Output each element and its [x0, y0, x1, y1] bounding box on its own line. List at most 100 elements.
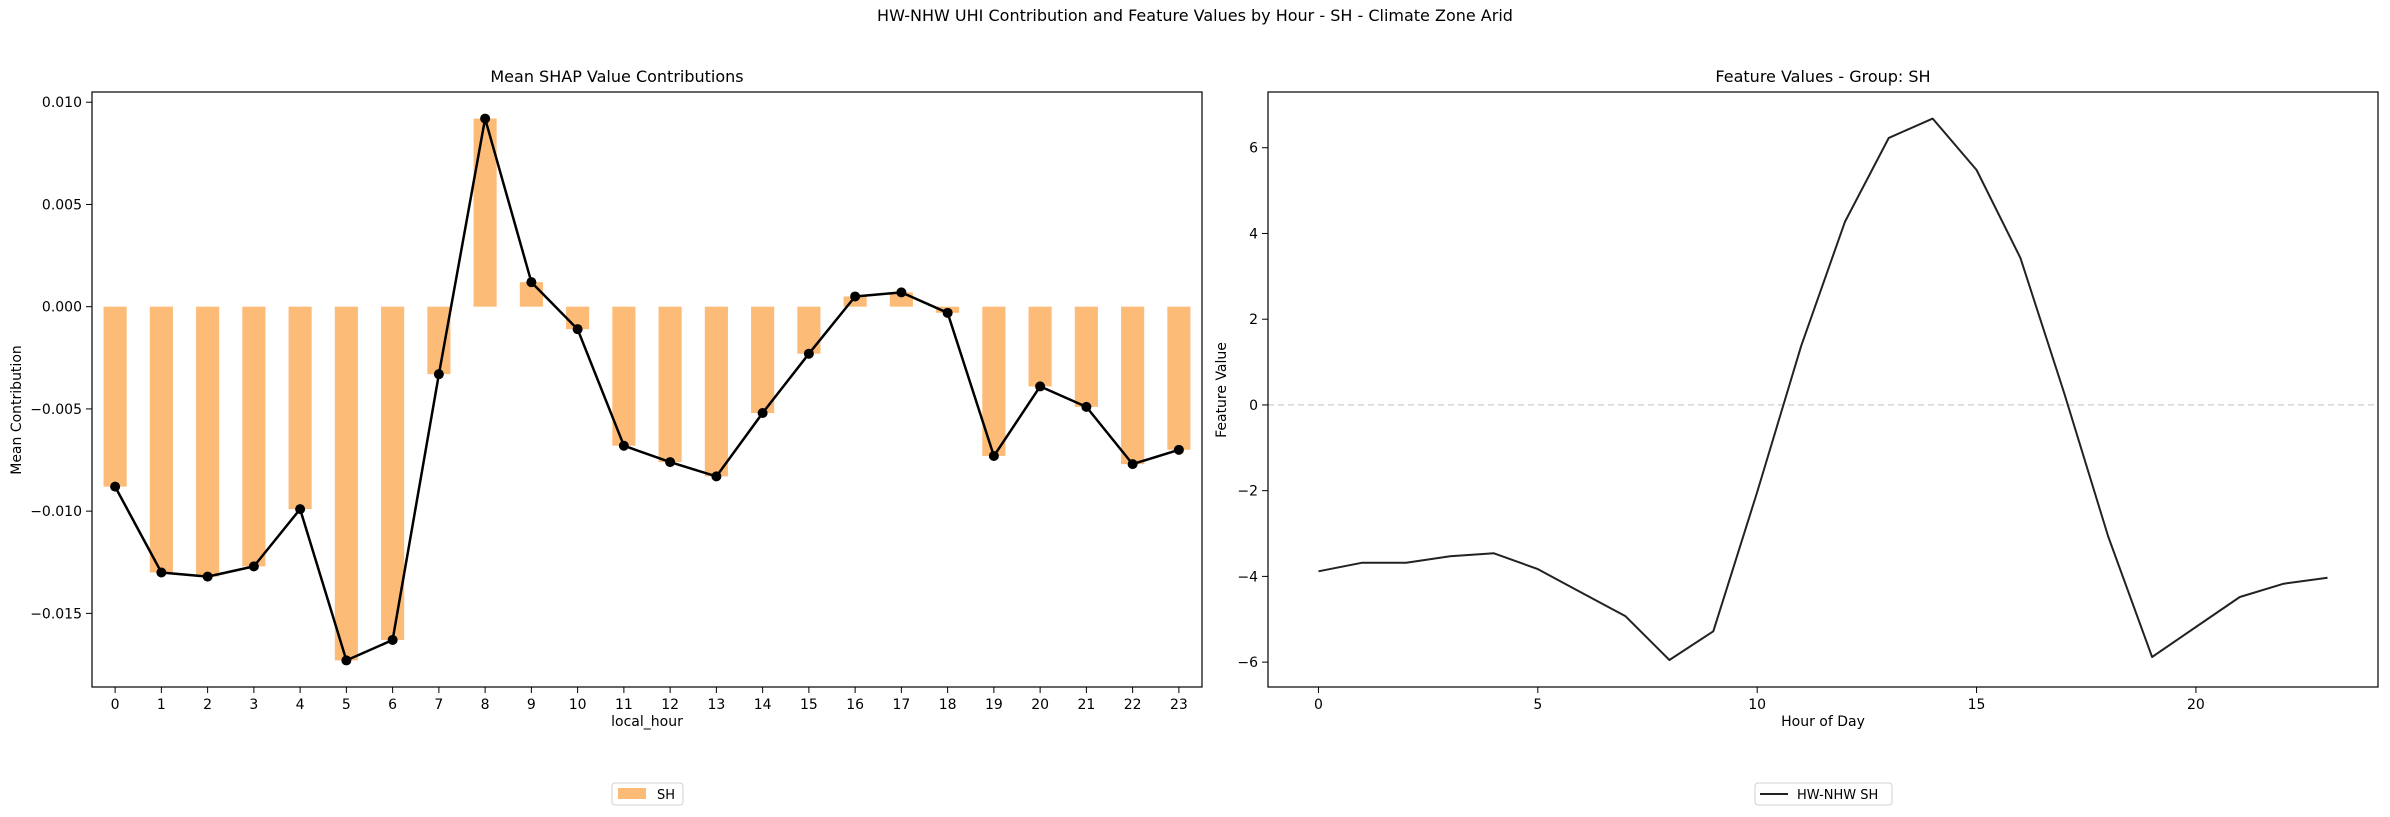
shap-bar-hour-5	[334, 306, 358, 661]
shap-bar-hour-19	[982, 306, 1006, 456]
shap-xtick-label: 9	[527, 697, 536, 713]
shap-bar-hour-4	[288, 306, 312, 510]
shap-line-point-18	[942, 307, 953, 318]
shap-line-point-1	[156, 567, 167, 578]
shap-plot-area: 0 1 2 3 4 5 6 7 8 9 10 11 12 13 14 15 16 17 18 19 20 21 22 23−0…	[30, 95, 1191, 713]
feature-chart-ylabel: Feature Value	[1214, 342, 1230, 438]
shap-xtick-label: 1	[157, 697, 166, 713]
feature-xtick-label: 15	[1968, 697, 1986, 713]
shap-xtick-label: 6	[388, 697, 397, 713]
shap-line-point-7	[433, 369, 444, 380]
feature-xtick-label: 0	[1314, 697, 1323, 713]
shap-chart-title: Mean SHAP Value Contributions	[490, 67, 743, 86]
shap-bar-hour-13	[704, 306, 728, 477]
feature-legend-label: HW-NHW SH	[1797, 788, 1878, 803]
shap-line-point-11	[618, 440, 629, 451]
shap-ytick-label: 0.000	[42, 300, 82, 316]
shap-bar-hour-11	[612, 306, 636, 446]
shap-line-point-15	[803, 348, 814, 359]
shap-xtick-label: 3	[249, 697, 258, 713]
shap-bar-hour-8	[473, 118, 497, 307]
shap-xtick-label: 22	[1124, 697, 1142, 713]
feature-xtick-label: 20	[2187, 697, 2205, 713]
shap-line-point-20	[1035, 381, 1046, 392]
feature-ytick-label: −2	[1237, 484, 1258, 500]
shap-contribution-chart: Mean SHAP Value Contributions Mean Contr…	[9, 67, 1203, 806]
shap-xtick-label: 18	[939, 697, 957, 713]
shap-bar-hour-15	[797, 306, 821, 354]
feature-ytick-label: 6	[1249, 141, 1258, 157]
shap-line-point-17	[896, 287, 907, 298]
shap-xtick-label: 12	[661, 697, 679, 713]
shap-chart-xlabel: local_hour	[611, 714, 683, 730]
shap-line-point-16	[850, 291, 861, 302]
shap-line-point-23	[1173, 444, 1184, 455]
shap-line-point-2	[202, 571, 213, 582]
feature-legend: HW-NHW SH	[1754, 782, 1893, 806]
shap-legend-swatch	[618, 788, 646, 799]
feature-legend-box	[1754, 782, 1893, 806]
shap-bar-hour-14	[751, 306, 775, 414]
shap-bar-hour-22	[1121, 306, 1145, 465]
feature-xtick-label: 5	[1533, 697, 1542, 713]
shap-xtick-label: 20	[1031, 697, 1049, 713]
shap-line-point-19	[988, 450, 999, 461]
shap-bar-hour-7	[427, 306, 451, 375]
feature-xtick-label: 10	[1748, 697, 1766, 713]
shap-line-point-10	[572, 324, 583, 335]
shap-bar-hour-6	[381, 306, 405, 640]
shap-xtick-label: 13	[707, 697, 725, 713]
shap-xtick-label: 5	[342, 697, 351, 713]
shap-xtick-label: 2	[203, 697, 212, 713]
shap-bar-hour-0	[103, 306, 127, 487]
shap-xtick-label: 4	[296, 697, 305, 713]
shap-line-point-22	[1127, 459, 1138, 470]
shap-xtick-label: 14	[754, 697, 772, 713]
shap-ytick-label: 0.010	[42, 95, 82, 111]
shap-line-point-12	[665, 457, 676, 468]
figure-suptitle: HW-NHW UHI Contribution and Feature Valu…	[877, 6, 1513, 25]
shap-xtick-label: 8	[481, 697, 490, 713]
shap-line-point-8	[480, 113, 491, 124]
feature-ytick-label: 2	[1249, 312, 1258, 328]
feature-chart-xlabel: Hour of Day	[1781, 714, 1865, 730]
shap-xtick-label: 7	[434, 697, 443, 713]
shap-line-point-14	[757, 408, 768, 419]
shap-xtick-label: 15	[800, 697, 818, 713]
shap-plot-frame	[91, 91, 1203, 688]
shap-chart-ylabel: Mean Contribution	[9, 345, 25, 475]
feature-plot-area: 0 5 10 15 20 −6 −4 −2 0 2 4 6	[1237, 117, 2378, 713]
shap-line-point-5	[341, 655, 352, 666]
shap-xtick-label: 21	[1077, 697, 1095, 713]
shap-bar-hour-2	[196, 306, 220, 577]
shap-xtick-label: 11	[615, 697, 633, 713]
shap-line-point-0	[110, 481, 121, 492]
feature-plot-frame	[1267, 91, 2379, 688]
shap-xtick-label: 16	[846, 697, 864, 713]
feature-ytick-label: −4	[1237, 569, 1258, 585]
shap-legend-label: SH	[657, 788, 675, 803]
shap-ytick-label: −0.015	[30, 606, 82, 622]
shap-line-point-21	[1081, 401, 1092, 412]
shap-xtick-label: 17	[892, 697, 910, 713]
shap-bar-hour-3	[242, 306, 266, 567]
shap-line-point-9	[526, 277, 537, 288]
shap-ytick-label: −0.005	[30, 402, 82, 418]
shap-xtick-label: 19	[985, 697, 1003, 713]
shap-bar-hour-23	[1167, 306, 1191, 450]
shap-line-point-13	[711, 471, 722, 482]
feature-ytick-label: −6	[1237, 655, 1258, 671]
feature-value-chart: Feature Values - Group: SH Feature Value…	[1214, 67, 2379, 806]
shap-legend: SH	[611, 782, 684, 806]
shap-bar-hour-12	[658, 306, 682, 463]
shap-xtick-label: 10	[569, 697, 587, 713]
shap-line-point-3	[248, 561, 259, 572]
shap-line-point-6	[387, 634, 398, 645]
feature-ytick-label: 0	[1249, 398, 1258, 414]
shap-bar-hour-1	[149, 306, 173, 573]
shap-xtick-label: 0	[111, 697, 120, 713]
shap-xtick-label: 23	[1170, 697, 1188, 713]
feature-chart-title: Feature Values - Group: SH	[1715, 67, 1930, 86]
